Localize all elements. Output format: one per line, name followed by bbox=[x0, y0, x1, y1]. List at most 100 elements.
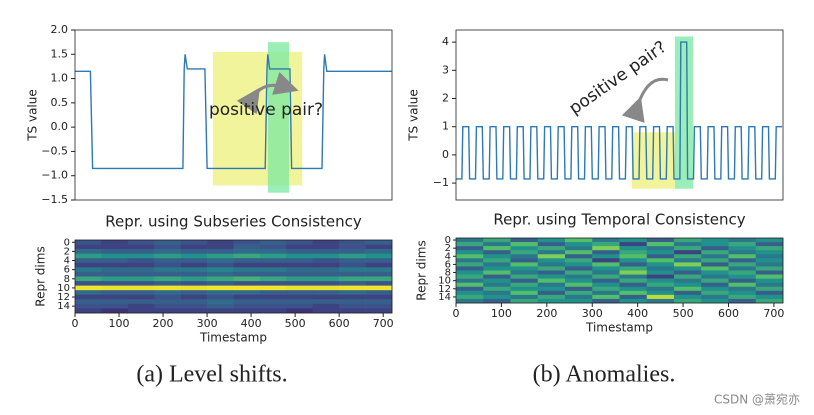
y-tick-label: 0 bbox=[64, 237, 70, 248]
heat-cell bbox=[646, 294, 675, 300]
heat-cell bbox=[259, 303, 287, 309]
heat-cell bbox=[701, 278, 729, 283]
heat-cell bbox=[592, 254, 620, 259]
heat-cell bbox=[728, 238, 757, 243]
heat-cell bbox=[701, 254, 729, 259]
heat-cell bbox=[154, 294, 181, 300]
heat-cell bbox=[154, 290, 181, 296]
heat-cell bbox=[483, 274, 511, 279]
heat-cell bbox=[180, 308, 208, 314]
caption: (a) Level shifts. bbox=[136, 362, 287, 388]
heat-cell bbox=[154, 240, 181, 245]
heat-cell bbox=[127, 290, 155, 296]
heat-cell bbox=[728, 246, 757, 251]
y-tick-label: 0.5 bbox=[51, 96, 69, 109]
heat-cell bbox=[619, 278, 648, 283]
heat-cell bbox=[565, 254, 593, 259]
heat-cell bbox=[312, 240, 340, 245]
heat-cell bbox=[755, 274, 784, 279]
heat-cell bbox=[127, 262, 155, 268]
heat-cell bbox=[510, 270, 539, 275]
heat-cell bbox=[127, 285, 155, 291]
heat-cell bbox=[456, 298, 484, 304]
heat-cell bbox=[339, 267, 366, 273]
heat-cell bbox=[259, 267, 287, 273]
heat-cell bbox=[755, 278, 784, 283]
heat-cell bbox=[537, 254, 566, 259]
heat-cell bbox=[101, 253, 129, 259]
heat-cell bbox=[286, 285, 314, 291]
heat-cell bbox=[207, 290, 234, 296]
heat-cell bbox=[646, 258, 675, 263]
heat-cell bbox=[339, 253, 366, 259]
heat-cell bbox=[510, 286, 539, 292]
heat-cell bbox=[365, 276, 393, 282]
heat-cell bbox=[483, 246, 511, 251]
heat-cell bbox=[565, 250, 593, 255]
heat-cell bbox=[127, 308, 155, 314]
heat-cell bbox=[483, 278, 511, 283]
heat-cell bbox=[180, 290, 208, 296]
heat-cell bbox=[537, 262, 566, 267]
heat-cell bbox=[755, 254, 784, 259]
heat-cell bbox=[75, 262, 102, 268]
heat-cell bbox=[127, 271, 155, 277]
heat-cell bbox=[510, 254, 539, 259]
heat-cell bbox=[510, 246, 539, 251]
heat-cell bbox=[101, 294, 129, 300]
heat-cell bbox=[180, 276, 208, 282]
heat-cell bbox=[755, 286, 784, 292]
heat-cell bbox=[207, 258, 234, 264]
heat-cell bbox=[728, 298, 757, 304]
heat-cell bbox=[154, 303, 181, 309]
heat-cell bbox=[728, 278, 757, 283]
heat-cell bbox=[365, 249, 393, 254]
heat-cell bbox=[207, 276, 234, 282]
y-axis-label: Repr dims bbox=[34, 246, 48, 306]
heat-cell bbox=[259, 299, 287, 305]
y-tick-label: 6 bbox=[64, 265, 70, 276]
heat-cell bbox=[674, 250, 702, 255]
heat-cell bbox=[510, 250, 539, 255]
heat-cell bbox=[456, 278, 484, 283]
axes-frame bbox=[455, 237, 784, 304]
heat-cell bbox=[565, 290, 593, 296]
heat-cell bbox=[207, 281, 234, 286]
heat-cell bbox=[674, 294, 702, 300]
heat-cell bbox=[154, 244, 181, 250]
heat-cell bbox=[537, 286, 566, 292]
heat-cell bbox=[565, 266, 593, 271]
heat-cell bbox=[339, 244, 366, 250]
heat-cell bbox=[312, 276, 340, 282]
heat-cell bbox=[339, 290, 366, 296]
heat-cell bbox=[701, 270, 729, 275]
highlight bbox=[674, 36, 694, 189]
heat-cell bbox=[619, 242, 648, 247]
heat-cell bbox=[483, 286, 511, 292]
heat-cell bbox=[755, 270, 784, 275]
heat-cell bbox=[674, 262, 702, 267]
heat-cell bbox=[646, 298, 675, 304]
heat-cell bbox=[101, 299, 129, 305]
heat-cell bbox=[127, 258, 155, 264]
y-tick-label: 8 bbox=[445, 268, 451, 279]
heat-cell bbox=[674, 274, 702, 279]
heat-cell bbox=[619, 246, 648, 251]
heat-cell bbox=[312, 285, 340, 291]
heat-cell bbox=[701, 298, 729, 304]
heat-cell bbox=[755, 258, 784, 263]
heat-cell bbox=[286, 276, 314, 282]
heat-cell bbox=[207, 249, 234, 254]
heat-cell bbox=[674, 246, 702, 251]
heat-cell bbox=[592, 262, 620, 267]
heat-cell bbox=[207, 253, 234, 259]
heat-cell bbox=[127, 240, 155, 245]
heat-cell bbox=[483, 298, 511, 304]
heat-cell bbox=[286, 267, 314, 273]
heat-cell bbox=[510, 298, 539, 304]
heat-cell bbox=[75, 290, 102, 296]
heat-cell bbox=[619, 294, 648, 300]
heat-cell bbox=[592, 270, 620, 275]
x-tick-label: 500 bbox=[285, 317, 306, 330]
